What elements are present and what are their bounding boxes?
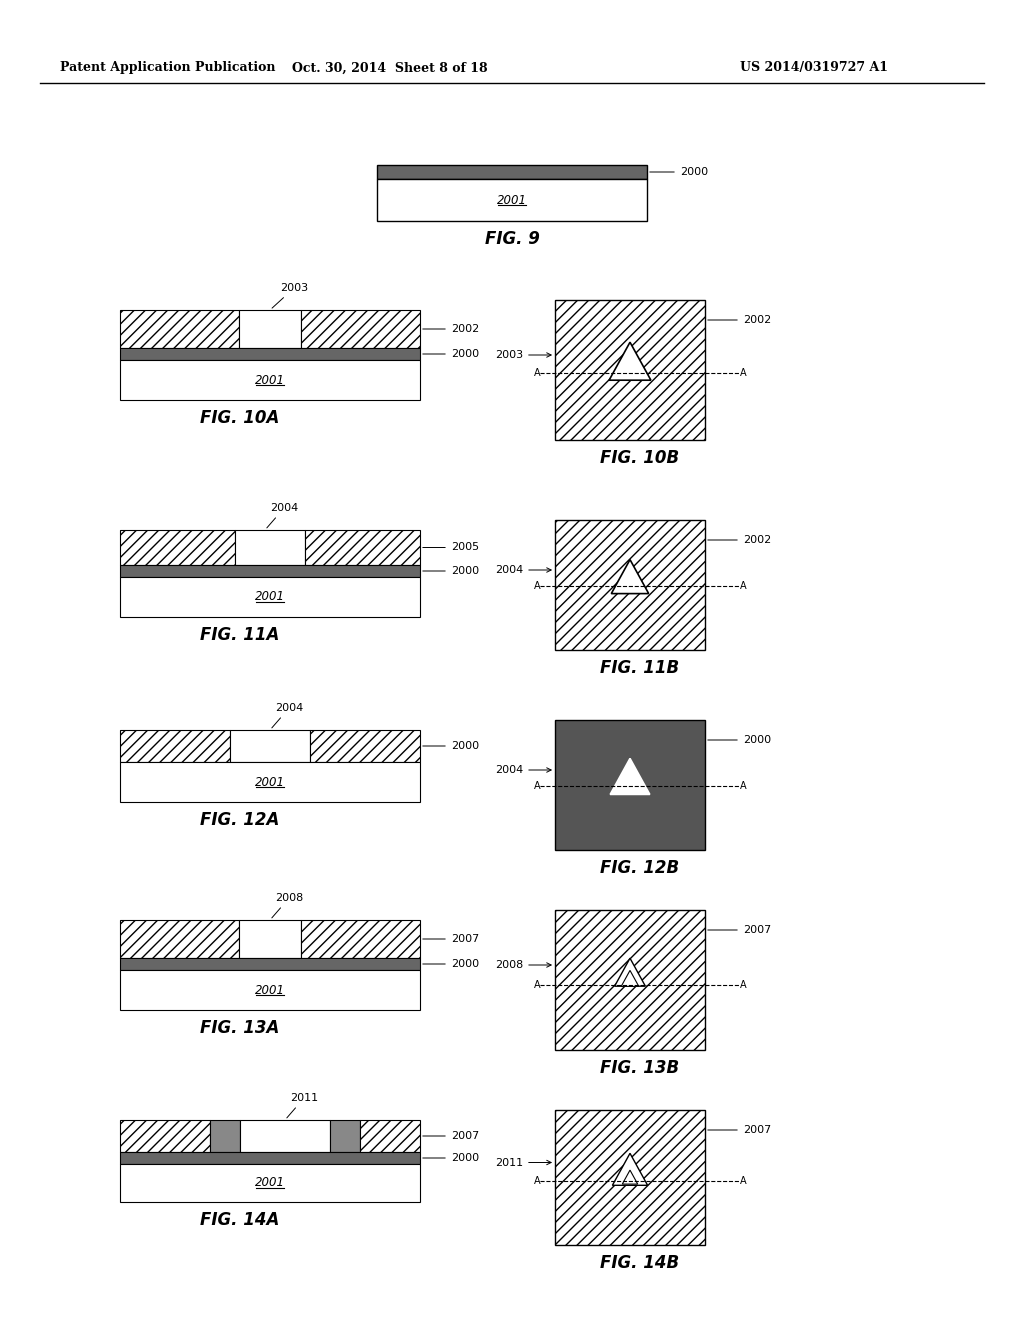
Text: FIG. 12A: FIG. 12A <box>201 810 280 829</box>
Bar <box>555 909 705 1049</box>
Polygon shape <box>622 970 639 986</box>
Text: FIG. 10A: FIG. 10A <box>201 409 280 426</box>
Bar <box>240 1119 330 1152</box>
Bar <box>120 577 420 616</box>
Bar <box>120 360 420 400</box>
Text: FIG. 12B: FIG. 12B <box>600 859 680 876</box>
Text: 2001: 2001 <box>497 194 527 206</box>
Text: 2000: 2000 <box>451 348 479 359</box>
Bar <box>555 300 705 440</box>
Text: A: A <box>739 979 746 990</box>
Text: 2002: 2002 <box>743 315 771 325</box>
Bar <box>230 730 310 762</box>
Bar <box>234 531 305 565</box>
Polygon shape <box>610 759 650 795</box>
Text: A: A <box>739 1176 746 1185</box>
Bar <box>120 920 239 958</box>
Text: 2011: 2011 <box>495 1158 551 1167</box>
Polygon shape <box>611 560 648 594</box>
Text: 2004: 2004 <box>495 565 551 576</box>
Text: Patent Application Publication: Patent Application Publication <box>60 62 275 74</box>
Text: FIG. 14A: FIG. 14A <box>201 1210 280 1229</box>
Text: 2000: 2000 <box>680 168 709 177</box>
Text: FIG. 11B: FIG. 11B <box>600 659 680 677</box>
Bar <box>239 310 301 348</box>
Bar <box>305 531 420 565</box>
Bar <box>120 1164 420 1203</box>
Text: 2002: 2002 <box>743 535 771 545</box>
Text: 2004: 2004 <box>495 766 551 775</box>
Bar <box>555 520 705 649</box>
Text: 2005: 2005 <box>451 543 479 553</box>
Text: A: A <box>739 368 746 378</box>
Bar <box>377 165 647 180</box>
Text: A: A <box>534 781 541 791</box>
Text: 2000: 2000 <box>743 735 771 744</box>
Text: 2000: 2000 <box>451 1152 479 1163</box>
Text: 2011: 2011 <box>287 1093 318 1118</box>
Polygon shape <box>614 958 645 986</box>
Bar <box>120 730 230 762</box>
Text: 2007: 2007 <box>743 925 771 935</box>
Text: FIG. 10B: FIG. 10B <box>600 449 680 467</box>
Bar <box>120 762 420 803</box>
Text: 2001: 2001 <box>255 983 285 997</box>
Text: FIG. 13B: FIG. 13B <box>600 1059 680 1077</box>
Bar <box>239 920 301 958</box>
Polygon shape <box>623 1170 638 1184</box>
Text: 2004: 2004 <box>271 704 303 727</box>
Bar <box>301 920 420 958</box>
Text: 2000: 2000 <box>451 566 479 576</box>
Bar <box>555 719 705 850</box>
Text: A: A <box>739 781 746 791</box>
Bar <box>120 1152 420 1164</box>
Text: FIG. 14B: FIG. 14B <box>600 1254 680 1272</box>
Bar <box>120 958 420 970</box>
Text: 2004: 2004 <box>267 503 298 528</box>
Bar <box>301 310 420 348</box>
Text: FIG. 9: FIG. 9 <box>484 230 540 248</box>
Text: 2000: 2000 <box>451 960 479 969</box>
Text: 2007: 2007 <box>743 1125 771 1135</box>
Bar <box>120 348 420 360</box>
Text: 2003: 2003 <box>495 350 551 360</box>
Polygon shape <box>612 1154 647 1185</box>
Polygon shape <box>609 342 651 380</box>
Bar <box>210 1119 240 1152</box>
Text: 2008: 2008 <box>495 960 551 970</box>
Bar <box>360 1119 420 1152</box>
Text: 2001: 2001 <box>255 374 285 387</box>
Bar <box>330 1119 360 1152</box>
Text: 2001: 2001 <box>255 590 285 603</box>
Text: A: A <box>534 581 541 591</box>
Bar <box>120 310 239 348</box>
Text: 2007: 2007 <box>451 935 479 944</box>
Text: FIG. 11A: FIG. 11A <box>201 626 280 644</box>
Bar <box>120 531 234 565</box>
Text: 2007: 2007 <box>451 1131 479 1140</box>
Text: 2001: 2001 <box>255 1176 285 1189</box>
Text: 2001: 2001 <box>255 776 285 788</box>
Bar <box>377 180 647 220</box>
Text: A: A <box>534 1176 541 1185</box>
Bar <box>120 970 420 1010</box>
Text: A: A <box>534 368 541 378</box>
Text: FIG. 13A: FIG. 13A <box>201 1019 280 1038</box>
Bar <box>120 565 420 577</box>
Text: Oct. 30, 2014  Sheet 8 of 18: Oct. 30, 2014 Sheet 8 of 18 <box>292 62 487 74</box>
Text: 2002: 2002 <box>451 323 479 334</box>
Text: 2003: 2003 <box>272 282 308 308</box>
Bar <box>310 730 420 762</box>
Bar <box>555 1110 705 1245</box>
Text: A: A <box>534 979 541 990</box>
Text: A: A <box>739 581 746 591</box>
Text: US 2014/0319727 A1: US 2014/0319727 A1 <box>740 62 888 74</box>
Bar <box>120 1119 210 1152</box>
Text: 2000: 2000 <box>451 741 479 751</box>
Text: 2008: 2008 <box>271 894 303 917</box>
